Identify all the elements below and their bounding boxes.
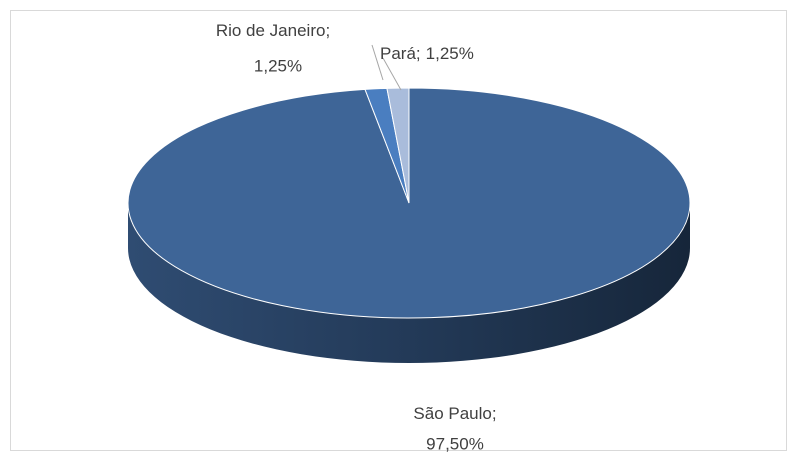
value-label: 1,25% [426,44,474,63]
value-label: 97,50% [426,434,484,453]
data-label: Rio de Janeiro; [216,21,330,40]
leader-line [371,44,384,81]
label-separator: ; [325,21,330,40]
pie-slice [386,87,410,204]
label-separator: ; [416,44,421,63]
data-label: Pará; 1,25% [380,44,474,63]
category-name: São Paulo [413,404,491,423]
category-name: Rio de Janeiro [216,21,326,40]
category-name: Pará [380,44,416,63]
data-label: São Paulo; [413,404,496,423]
value-label: 1,25% [254,56,302,75]
label-separator: ; [492,404,497,423]
leader-line [382,57,402,91]
pie-side [128,203,690,363]
